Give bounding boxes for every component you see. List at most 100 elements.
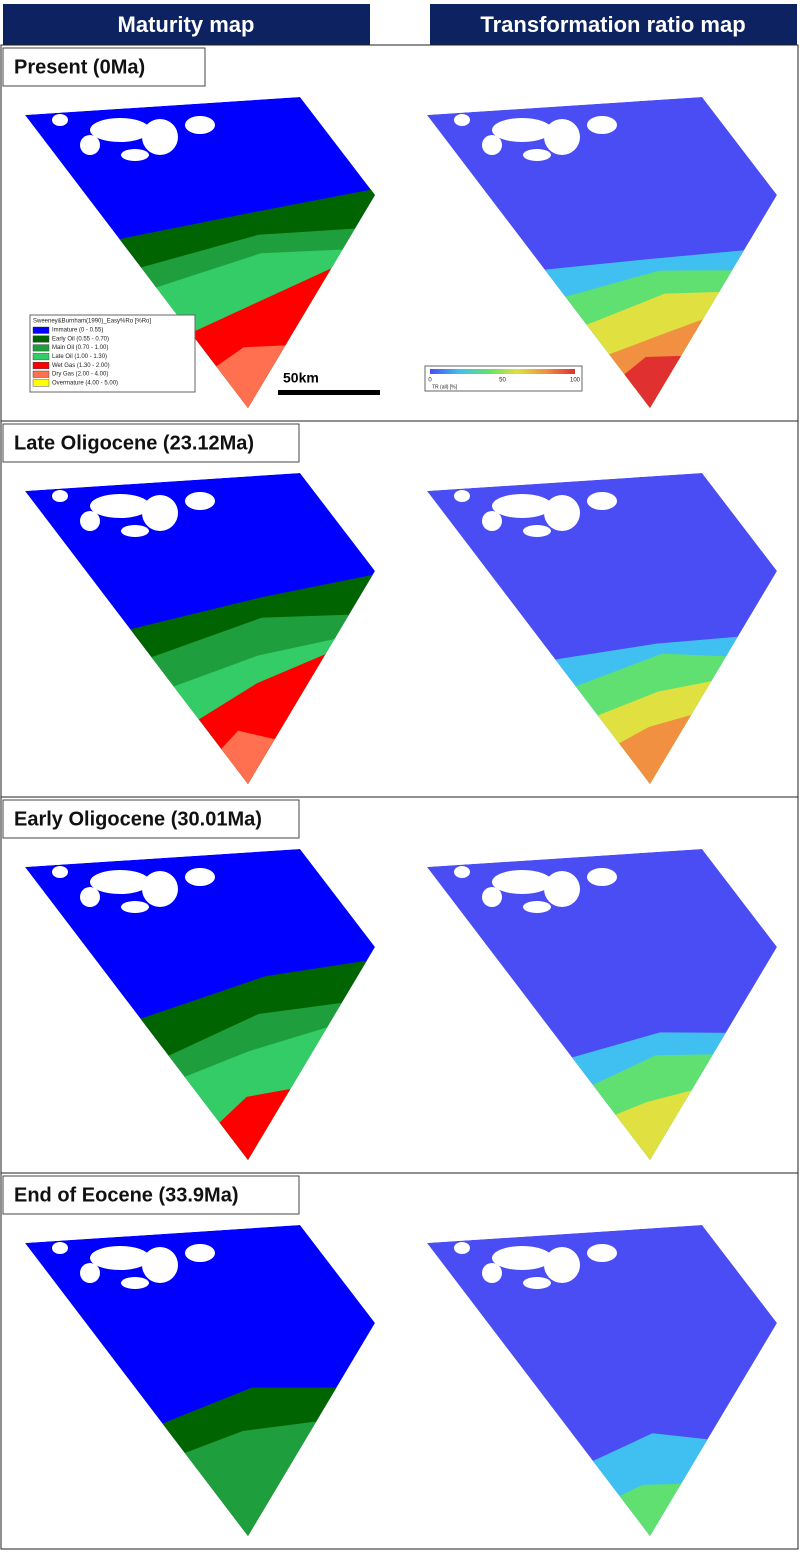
legend-swatch [32,344,50,352]
legend-swatch [32,353,50,361]
hole [544,119,580,155]
hole [523,525,551,537]
hole [523,1277,551,1289]
header: Maturity map [118,12,255,37]
hole [121,149,149,161]
colorbar-tick: 0 [428,378,432,384]
map [25,473,375,784]
hole [185,116,215,134]
map [25,1225,375,1536]
hole [52,114,68,126]
legend-label: Main Oil (0.70 - 1.00) [52,345,108,351]
hole [587,1244,617,1262]
hole [523,149,551,161]
hole [142,1247,178,1283]
hole [482,135,502,155]
hole [492,870,552,894]
hole [80,511,100,531]
hole [544,871,580,907]
colorbar-label: TR (all) [%] [432,384,458,390]
hole [80,135,100,155]
hole [142,495,178,531]
legend-label: Immature (0 - 0.55) [52,328,103,334]
legend-swatch [32,326,50,334]
label-box [2,1175,300,1215]
row-label: Late Oligocene (23.12Ma) [14,432,254,454]
hole [454,114,470,126]
hole [482,1263,502,1283]
hole [454,866,470,878]
legend-swatch [32,370,50,378]
legend-label: Dry Gas (2.00 - 4.00) [52,372,108,378]
row-frame [0,1172,799,1550]
legend-label: Late Oil (1.00 - 1.30) [52,354,107,360]
scale-bar [278,390,380,395]
hole [482,511,502,531]
header: Transformation ratio map [480,12,745,37]
hole [454,1242,470,1254]
hole [492,118,552,142]
colorbar-tick: 50 [499,378,506,384]
map-area [427,1225,777,1536]
hole [587,116,617,134]
colorbar: 0 50 100 TR (all) [%] [424,365,583,392]
legend-swatch [32,379,50,387]
header-box [3,4,370,45]
map [427,849,777,1160]
hole [544,495,580,531]
legend-box [29,314,196,393]
map-area [427,473,777,784]
colorbar-tick: 100 [570,378,581,384]
hole [90,870,150,894]
label-box [2,799,300,839]
hole [121,525,149,537]
hole [121,901,149,913]
hole [142,119,178,155]
hole [492,494,552,518]
row-label: End of Eocene (33.9Ma) [14,1184,239,1206]
hole [52,1242,68,1254]
colorbar-ramp [430,369,575,374]
legend: Sweeney&Burnham(1990)_Easy%Ro [%Ro] Immat… [29,314,196,393]
hole [52,866,68,878]
hole [185,1244,215,1262]
hole [482,887,502,907]
map-area [427,849,777,1160]
hole [587,492,617,510]
legend-label: Wet Gas (1.30 - 2.00) [52,363,110,369]
hole [90,118,150,142]
row: Early Oligocene (30.01Ma) [0,796,799,1174]
legend-title: Sweeney&Burnham(1990)_Easy%Ro [%Ro] [33,319,151,325]
hole [523,901,551,913]
label-box [2,423,300,463]
row-label: Present (0Ma) [14,56,145,78]
hole [80,1263,100,1283]
legend-label: Overmature (4.00 - 5.00) [52,380,118,386]
row: Late Oligocene (23.12Ma) [0,420,799,798]
header-box [430,4,797,45]
hole [454,490,470,502]
hole [492,1246,552,1270]
map-area [25,1225,375,1536]
hole [544,1247,580,1283]
legend-swatch [32,335,50,343]
zone [208,730,288,784]
scale-label: 50km [283,370,319,386]
hole [185,868,215,886]
map [25,849,375,1160]
hole [52,490,68,502]
hole [90,494,150,518]
hole [80,887,100,907]
hole [587,868,617,886]
row-label: Early Oligocene (30.01Ma) [14,808,262,830]
hole [121,1277,149,1289]
hole [90,1246,150,1270]
hole [142,871,178,907]
hole [185,492,215,510]
label-box [2,47,206,87]
legend-label: Early Oil (0.55 - 0.70) [52,336,109,342]
row: End of Eocene (33.9Ma) [0,1172,799,1550]
map [427,473,777,784]
map [427,1225,777,1536]
